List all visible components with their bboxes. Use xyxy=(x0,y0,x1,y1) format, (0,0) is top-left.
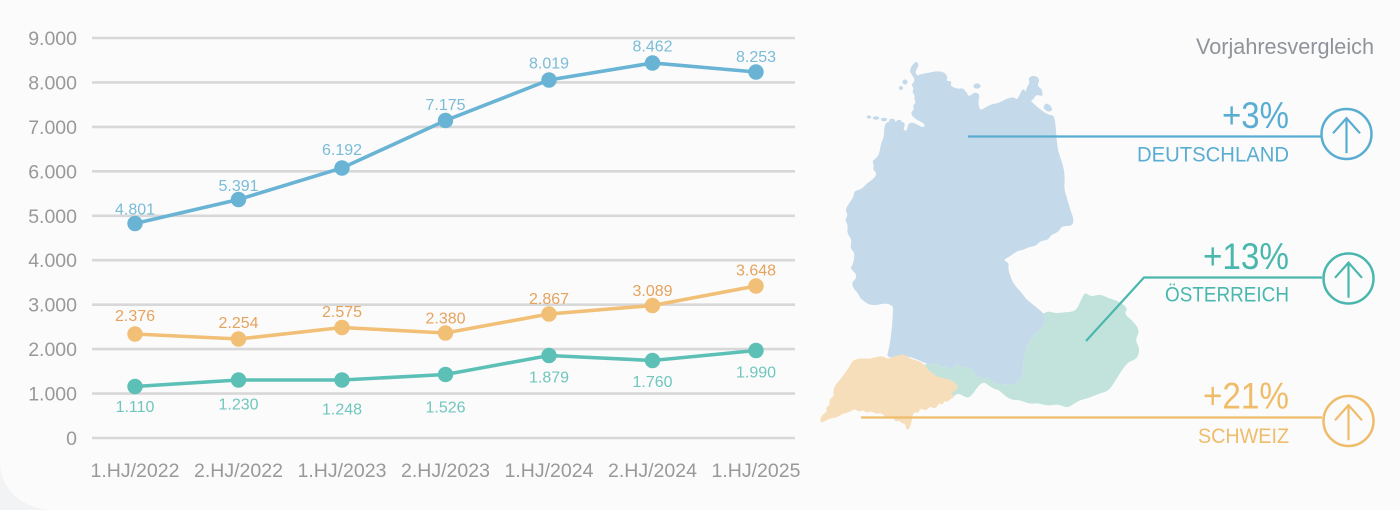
svg-text:1.HJ/2025: 1.HJ/2025 xyxy=(712,460,801,482)
svg-text:3.000: 3.000 xyxy=(28,295,77,317)
svg-text:1.000: 1.000 xyxy=(28,384,77,406)
svg-text:2.HJ/2022: 2.HJ/2022 xyxy=(194,460,283,482)
svg-text:1.230: 1.230 xyxy=(218,397,258,414)
svg-text:2.867: 2.867 xyxy=(529,291,569,308)
svg-text:2.254: 2.254 xyxy=(218,315,258,332)
svg-text:8.000: 8.000 xyxy=(28,72,77,94)
svg-text:2.575: 2.575 xyxy=(322,304,362,321)
svg-text:3.089: 3.089 xyxy=(632,283,672,300)
svg-text:4.801: 4.801 xyxy=(115,202,155,219)
svg-text:Vorjahresvergleich: Vorjahresvergleich xyxy=(1196,34,1374,59)
svg-text:ÖSTERREICH: ÖSTERREICH xyxy=(1165,284,1289,307)
svg-text:1.990: 1.990 xyxy=(736,365,776,382)
svg-text:2.376: 2.376 xyxy=(115,308,155,325)
svg-text:4.000: 4.000 xyxy=(28,250,77,272)
svg-text:2.HJ/2024: 2.HJ/2024 xyxy=(608,460,697,482)
svg-text:+3%: +3% xyxy=(1222,95,1289,136)
svg-text:8.019: 8.019 xyxy=(529,56,569,73)
svg-text:+13%: +13% xyxy=(1203,236,1289,277)
svg-text:+21%: +21% xyxy=(1203,376,1289,417)
svg-text:2.380: 2.380 xyxy=(425,311,465,328)
svg-text:SCHWEIZ: SCHWEIZ xyxy=(1198,425,1289,448)
svg-text:7.175: 7.175 xyxy=(425,97,465,114)
svg-text:1.879: 1.879 xyxy=(529,369,569,386)
svg-text:8.462: 8.462 xyxy=(632,39,672,56)
svg-text:DEUTSCHLAND: DEUTSCHLAND xyxy=(1137,144,1289,167)
svg-text:1.760: 1.760 xyxy=(632,374,672,391)
svg-text:2.000: 2.000 xyxy=(28,339,77,361)
svg-text:1.526: 1.526 xyxy=(425,400,465,417)
svg-text:0: 0 xyxy=(66,428,77,450)
svg-text:6.000: 6.000 xyxy=(28,161,77,183)
svg-text:1.248: 1.248 xyxy=(322,402,362,419)
svg-text:9.000: 9.000 xyxy=(28,28,77,50)
svg-text:8.253: 8.253 xyxy=(736,49,776,66)
svg-text:2.HJ/2023: 2.HJ/2023 xyxy=(401,460,490,482)
svg-text:1.110: 1.110 xyxy=(116,399,155,416)
svg-text:3.648: 3.648 xyxy=(736,263,776,280)
svg-text:1.HJ/2023: 1.HJ/2023 xyxy=(298,460,387,482)
svg-text:5.391: 5.391 xyxy=(218,178,258,195)
svg-text:7.000: 7.000 xyxy=(28,117,77,139)
svg-text:1.HJ/2022: 1.HJ/2022 xyxy=(91,460,180,482)
svg-text:1.HJ/2024: 1.HJ/2024 xyxy=(505,460,594,482)
svg-text:5.000: 5.000 xyxy=(28,206,77,228)
svg-text:6.192: 6.192 xyxy=(322,142,362,159)
